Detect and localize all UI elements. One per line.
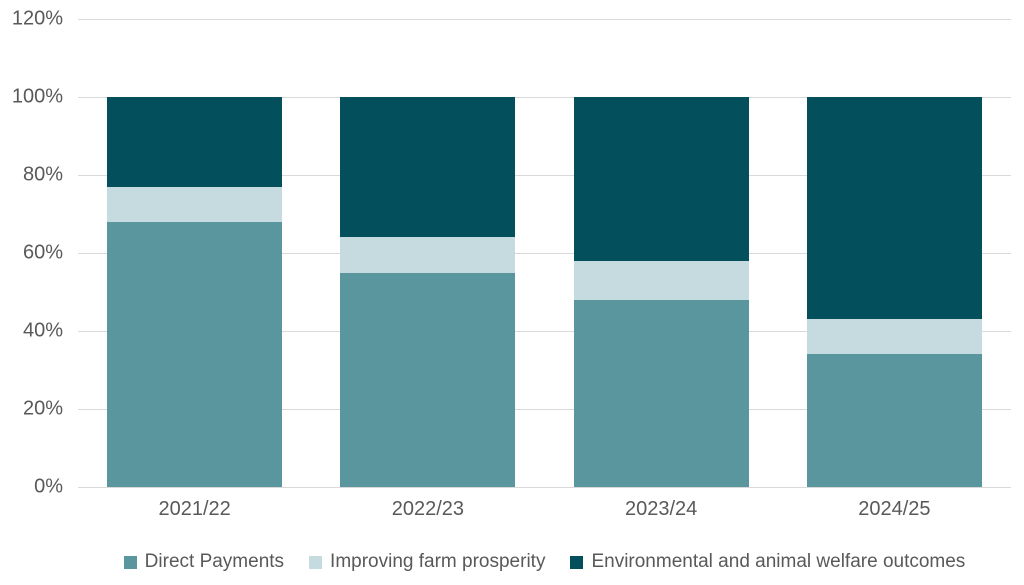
bars xyxy=(78,97,1011,487)
legend-item-direct-payments: Direct Payments xyxy=(123,551,285,573)
legend-swatch-icon xyxy=(123,555,137,569)
bar-segment-improving-farm-prosperity xyxy=(573,260,749,300)
gridline xyxy=(78,487,1011,488)
legend: Direct Payments Improving farm prosperity… xyxy=(78,551,1011,573)
legend-item-improving-farm-prosperity: Improving farm prosperity xyxy=(309,551,545,573)
bar-segment-direct-payments xyxy=(573,299,749,487)
bar-segment-environmental-and-animal-welfare-outcomes xyxy=(340,97,516,238)
y-axis-tick-label: 0% xyxy=(34,475,63,498)
bar-stack-2021-22 xyxy=(107,97,283,487)
x-axis-label: 2023/24 xyxy=(624,498,698,520)
y-axis-tick-label: 60% xyxy=(22,241,63,264)
bar-segment-improving-farm-prosperity xyxy=(340,237,516,273)
x-axis-label: 2024/25 xyxy=(858,498,931,520)
legend-item-label: Improving farm prosperity xyxy=(330,551,546,572)
bar-group-2022-23 xyxy=(311,97,544,487)
y-axis-tick-label: 20% xyxy=(22,397,63,420)
x-axis-label: 2021/22 xyxy=(158,498,231,520)
y-axis-tick-label: 100% xyxy=(11,85,63,108)
bar-segment-direct-payments xyxy=(806,354,982,487)
bar-group-2023-24 xyxy=(545,97,778,487)
gridline xyxy=(78,19,1011,20)
bar-segment-direct-payments xyxy=(107,221,283,487)
legend-item-environmental-and-animal-welfare-outcomes: Environmental and animal welfare outcome… xyxy=(570,551,965,573)
x-axis: 2021/22 2022/23 2023/24 2024/25 xyxy=(78,498,1011,521)
bar-segment-improving-farm-prosperity xyxy=(806,319,982,355)
legend-swatch-icon xyxy=(309,555,323,569)
gridline xyxy=(78,97,1011,98)
bar-group-2024-25 xyxy=(778,97,1011,487)
gridline xyxy=(78,175,1011,176)
plot-area xyxy=(78,19,1011,488)
bar-segment-environmental-and-animal-welfare-outcomes xyxy=(107,97,283,187)
bar-segment-environmental-and-animal-welfare-outcomes xyxy=(806,97,982,320)
bar-group-2021-22 xyxy=(78,97,311,487)
bar-segment-direct-payments xyxy=(340,272,516,487)
legend-item-label: Direct Payments xyxy=(144,551,285,572)
bar-stack-2022-23 xyxy=(340,97,516,487)
legend-swatch-icon xyxy=(570,555,584,569)
bar-segment-environmental-and-animal-welfare-outcomes xyxy=(573,97,749,261)
y-axis-tick-label: 120% xyxy=(11,7,63,30)
y-axis: 0% 20% 40% 60% 80% 100% 120% xyxy=(0,0,63,585)
x-axis-label: 2022/23 xyxy=(391,498,465,520)
legend-item-label: Environmental and animal welfare outcome… xyxy=(591,551,966,572)
bar-stack-2024-25 xyxy=(806,97,982,487)
gridline xyxy=(78,331,1011,332)
gridline xyxy=(78,253,1011,254)
gridline xyxy=(78,409,1011,410)
bar-stack-2023-24 xyxy=(573,97,749,487)
bar-segment-improving-farm-prosperity xyxy=(107,186,283,222)
y-axis-tick-label: 40% xyxy=(22,319,63,342)
y-axis-tick-label: 80% xyxy=(22,163,63,186)
